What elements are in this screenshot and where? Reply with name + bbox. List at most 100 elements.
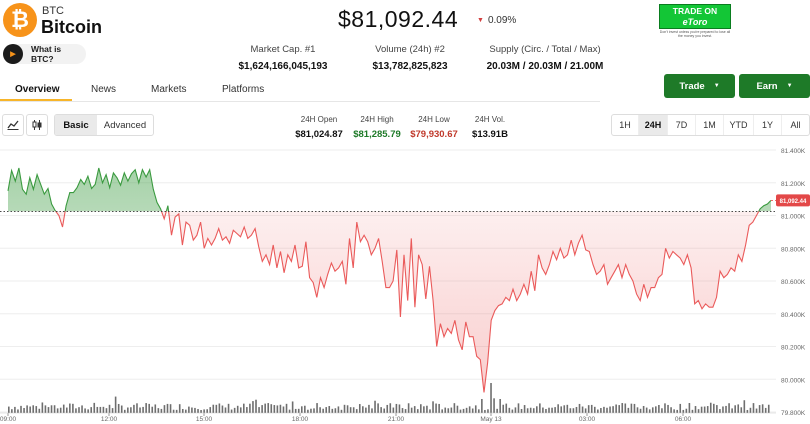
- volume-bar: [597, 409, 599, 413]
- volume-bar: [603, 406, 605, 413]
- volume-bar: [560, 406, 563, 413]
- volume-bar: [365, 407, 367, 413]
- volume-bar: [435, 403, 437, 413]
- volume-bar: [273, 405, 276, 413]
- play-icon: ▶: [3, 44, 23, 64]
- tab-news[interactable]: News: [91, 84, 117, 95]
- range-ytd[interactable]: YTD: [724, 115, 754, 135]
- volume-bar: [285, 403, 288, 413]
- volume-bar: [639, 408, 642, 413]
- volume-bar: [313, 408, 315, 413]
- range-24h[interactable]: 24H: [639, 115, 668, 135]
- volume-bar: [246, 407, 248, 413]
- volume-bar: [490, 383, 492, 413]
- volume-bar: [752, 403, 755, 413]
- ohlc-value: $79,930.67: [410, 129, 458, 140]
- tab-platforms[interactable]: Platforms: [222, 84, 265, 95]
- volume-bar: [81, 405, 83, 413]
- volume-bar: [587, 405, 590, 413]
- volume-bar: [478, 409, 480, 413]
- volume-bar: [288, 409, 291, 413]
- advanced-mode-button[interactable]: Advanced: [103, 119, 147, 131]
- volume-bar: [410, 407, 413, 413]
- volume-bar: [206, 409, 208, 413]
- volume-bar: [172, 409, 175, 413]
- price-change: ▼ 0.09%: [477, 15, 516, 26]
- tabs-divider: [0, 101, 600, 102]
- y-tick-label: 79.800K: [781, 410, 806, 417]
- area-above-open: [8, 168, 771, 212]
- volume-bar: [294, 408, 297, 413]
- volume-bar: [157, 408, 160, 413]
- volume-bar: [221, 405, 224, 413]
- volume-bar: [17, 409, 19, 413]
- etoro-promo[interactable]: TRADE ON eToro Don't invest unless you'r…: [659, 4, 731, 38]
- trade-button[interactable]: Trade ▼: [664, 74, 735, 98]
- stat-label: Supply (Circ. / Total / Max): [489, 44, 601, 55]
- volume-bar: [230, 409, 233, 413]
- volume-bar: [255, 399, 257, 413]
- volume-bar: [117, 403, 120, 413]
- price-line-down: [55, 211, 760, 393]
- volume-bar: [346, 405, 349, 413]
- stat-market-cap: Market Cap. #1 $1,624,166,045,193: [228, 44, 338, 72]
- volume-bar: [72, 403, 74, 413]
- volume-bar: [111, 408, 114, 413]
- volume-bar: [413, 406, 416, 413]
- coin-name: Bitcoin: [41, 17, 102, 37]
- earn-button[interactable]: Earn ▼: [739, 74, 810, 98]
- range-all[interactable]: All: [790, 120, 801, 130]
- volume-bar: [670, 407, 672, 413]
- volume-bar: [389, 403, 392, 413]
- volume-bar: [590, 404, 593, 413]
- volume-bar: [618, 405, 620, 413]
- volume-bar: [166, 403, 169, 413]
- volume-bar: [441, 409, 443, 413]
- volume-bar: [627, 407, 630, 413]
- time-range-selector: 1H 24H 7D 1M YTD 1Y All: [611, 114, 810, 136]
- volume-bar: [279, 404, 282, 413]
- volume-bar: [609, 406, 611, 413]
- volume-bar: [749, 407, 752, 413]
- volume-bar: [636, 407, 639, 413]
- volume-bar: [481, 399, 483, 413]
- range-1y[interactable]: 1Y: [754, 115, 782, 135]
- volume-bar: [169, 404, 172, 413]
- line-chart-icon[interactable]: [2, 114, 24, 136]
- ohlc-open: 24H Open $81,024.87: [289, 115, 349, 140]
- volume-bar: [270, 404, 273, 413]
- volume-bar: [450, 407, 453, 413]
- range-1m[interactable]: 1M: [696, 115, 724, 135]
- volume-bar: [554, 407, 556, 413]
- basic-mode-button[interactable]: Basic: [55, 115, 97, 135]
- volume-bar: [453, 403, 456, 413]
- volume-bar: [175, 409, 178, 413]
- volume-bar: [676, 409, 678, 413]
- price-chart[interactable]: 81.400K 81.200K 81.000K 80.800K 80.600K 80.40…: [0, 140, 810, 424]
- tab-overview[interactable]: Overview: [15, 84, 60, 95]
- volume-bar: [148, 403, 150, 413]
- volume-bar: [163, 405, 166, 413]
- range-1h[interactable]: 1H: [612, 115, 639, 135]
- promo-line2: eToro: [682, 17, 708, 27]
- volume-bar: [41, 402, 44, 413]
- volume-bar: [120, 405, 123, 413]
- volume-bar: [38, 408, 41, 413]
- tab-markets[interactable]: Markets: [151, 84, 187, 95]
- volume-bar: [569, 408, 572, 413]
- ohlc-label: 24H Low: [418, 115, 450, 124]
- volume-bar: [328, 406, 331, 413]
- candlestick-icon[interactable]: [26, 114, 48, 136]
- volume-bar: [352, 407, 355, 413]
- volume-bar: [535, 406, 538, 413]
- range-7d[interactable]: 7D: [668, 115, 696, 135]
- volume-bar: [310, 408, 312, 413]
- what-is-button[interactable]: ▶ What is BTC?: [3, 44, 86, 64]
- ohlc-label: 24H Open: [300, 115, 338, 124]
- volume-bar: [572, 408, 575, 413]
- volume-bar: [99, 406, 102, 413]
- volume-bar: [181, 408, 184, 413]
- volume-bar: [545, 408, 547, 413]
- stat-volume: Volume (24h) #2 $13,782,825,823: [355, 44, 465, 72]
- volume-bar: [307, 409, 309, 413]
